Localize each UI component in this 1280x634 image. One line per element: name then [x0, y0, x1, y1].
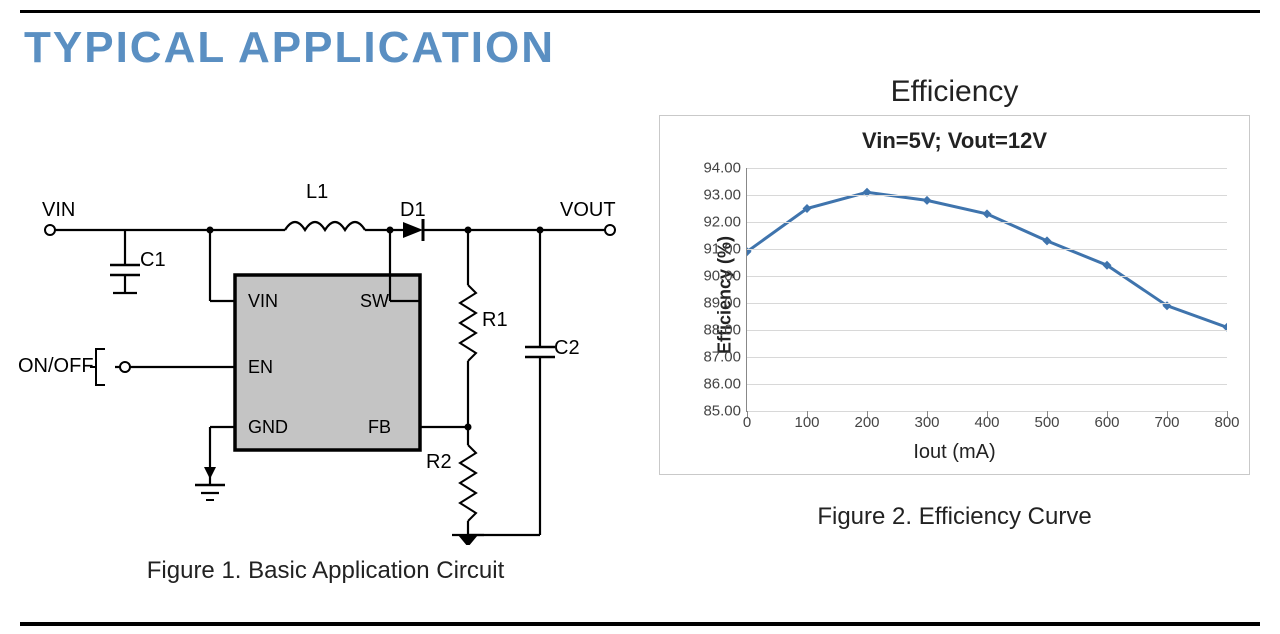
top-rule — [20, 10, 1260, 13]
figure-2-column: Efficiency Vin=5V; Vout=12V Efficiency (… — [649, 75, 1260, 585]
two-column-layout: VIN C1 L1 D1 VOUT ON/OFF R1 R2 C2 VIN SW… — [20, 75, 1260, 585]
chart-ytick: 88.00 — [681, 322, 741, 339]
c1-label: C1 — [140, 249, 166, 272]
chart-xlabel: Iout (mA) — [660, 441, 1249, 464]
efficiency-heading: Efficiency — [649, 75, 1260, 109]
figure-2-caption: Figure 2. Efficiency Curve — [649, 503, 1260, 531]
figure-1-column: VIN C1 L1 D1 VOUT ON/OFF R1 R2 C2 VIN SW… — [20, 75, 631, 585]
bottom-rule — [20, 622, 1260, 626]
chart-ytick: 89.00 — [681, 295, 741, 312]
efficiency-chart: Vin=5V; Vout=12V Efficiency (%) 85.0086.… — [659, 115, 1250, 475]
ic-pin-sw: SW — [360, 291, 389, 312]
onoff-label: ON/OFF — [18, 355, 94, 378]
l1-label: L1 — [306, 181, 328, 204]
circuit-svg — [20, 115, 620, 545]
chart-plot-area: 85.0086.0087.0088.0089.0090.0091.0092.00… — [746, 168, 1227, 412]
c2-label: C2 — [554, 337, 580, 360]
application-circuit-diagram: VIN C1 L1 D1 VOUT ON/OFF R1 R2 C2 VIN SW… — [20, 115, 620, 545]
chart-ytick: 94.00 — [681, 160, 741, 177]
chart-ytick: 87.00 — [681, 349, 741, 366]
chart-ytick: 86.00 — [681, 376, 741, 393]
chart-ytick: 92.00 — [681, 214, 741, 231]
ic-pin-vin: VIN — [248, 291, 278, 312]
datasheet-page: TYPICAL APPLICATION — [0, 0, 1280, 634]
vin-label: VIN — [42, 199, 75, 222]
ic-pin-en: EN — [248, 357, 273, 378]
section-heading: TYPICAL APPLICATION — [24, 23, 1260, 73]
d1-label: D1 — [400, 199, 426, 222]
chart-ytick: 85.00 — [681, 403, 741, 420]
vout-label: VOUT — [560, 199, 616, 222]
chart-series-svg — [747, 168, 1227, 411]
r1-label: R1 — [482, 309, 508, 332]
figure-1-caption: Figure 1. Basic Application Circuit — [20, 557, 631, 585]
chart-ytick: 91.00 — [681, 241, 741, 258]
r2-label: R2 — [426, 451, 452, 474]
chart-title: Vin=5V; Vout=12V — [660, 128, 1249, 154]
ic-pin-gnd: GND — [248, 417, 288, 438]
ic-pin-fb: FB — [368, 417, 391, 438]
chart-ytick: 93.00 — [681, 187, 741, 204]
chart-ytick: 90.00 — [681, 268, 741, 285]
